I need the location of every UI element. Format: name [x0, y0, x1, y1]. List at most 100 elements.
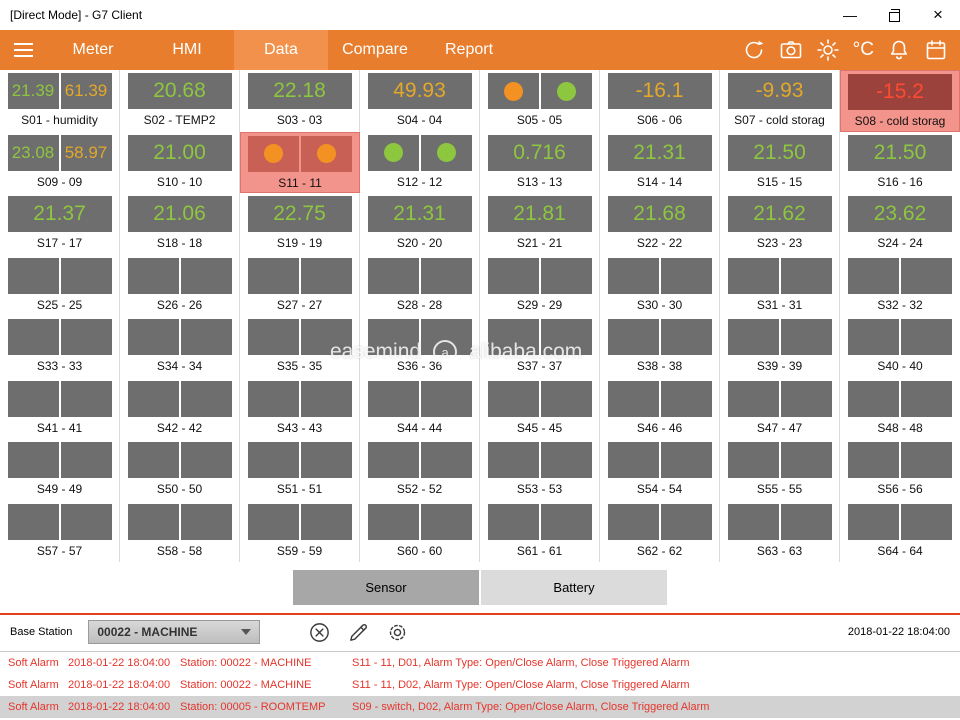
sensor-tile-s53[interactable]: S53 - 53: [480, 439, 600, 501]
sensor-view-button[interactable]: Sensor: [293, 570, 479, 605]
sensor-label: S54 - 54: [636, 482, 683, 496]
sensor-tile-s09[interactable]: 23.08 58.97 S09 - 09: [0, 131, 120, 193]
sensor-tile-s08[interactable]: -15.2 S08 - cold storag: [840, 70, 960, 132]
sensor-tile-s29[interactable]: S29 - 29: [480, 254, 600, 316]
sensor-tile-s35[interactable]: S35 - 35: [240, 316, 360, 378]
sensor-label: S10 - 10: [156, 174, 203, 189]
sensor-tile-s02[interactable]: 20.68 S02 - TEMP2: [120, 70, 240, 132]
tab-compare[interactable]: Compare: [342, 41, 408, 58]
sensor-label: S47 - 47: [756, 420, 803, 435]
sensor-tile-s05[interactable]: S05 - 05: [480, 70, 600, 132]
tab-report[interactable]: Report: [444, 41, 494, 58]
sensor-tile-s03[interactable]: 22.18 S03 - 03: [240, 70, 360, 132]
sensor-tile-s34[interactable]: S34 - 34: [120, 316, 240, 378]
sensor-tile-s64[interactable]: S64 - 64: [840, 501, 960, 563]
sensor-tile-s50[interactable]: S50 - 50: [120, 439, 240, 501]
alarm-row[interactable]: Soft Alarm 2018-01-22 18:04:00 Station: 00…: [0, 652, 960, 674]
sensor-tile-s22[interactable]: 21.68 S22 - 22: [600, 193, 720, 255]
sensor-tile-s36[interactable]: S36 - 36: [360, 316, 480, 378]
restore-button[interactable]: [872, 0, 916, 30]
brightness-icon[interactable]: [816, 38, 840, 62]
clear-alarm-icon[interactable]: [308, 621, 331, 644]
sensor-tile-s48[interactable]: S48 - 48: [840, 378, 960, 440]
sensor-tile-s49[interactable]: S49 - 49: [0, 439, 120, 501]
sensor-tile-s26[interactable]: S26 - 26: [120, 254, 240, 316]
sensor-tile-s17[interactable]: 21.37 S17 - 17: [0, 193, 120, 255]
tab-hmi[interactable]: HMI: [172, 41, 202, 58]
base-station-dropdown[interactable]: 00022 - MACHINE: [88, 620, 261, 644]
sensor-tile-s62[interactable]: S62 - 62: [600, 500, 720, 562]
sensor-tile-s60[interactable]: S60 - 60: [360, 500, 480, 562]
sensor-tile-s25[interactable]: S25 - 25: [0, 254, 120, 316]
settings-gear-icon[interactable]: [386, 621, 409, 644]
alarm-row[interactable]: Soft Alarm 2018-01-22 18:04:00 Station: 00…: [0, 696, 960, 718]
sensor-tile-s43[interactable]: S43 - 43: [240, 377, 360, 439]
sensor-tile-s54[interactable]: S54 - 54: [600, 439, 720, 501]
sensor-tile-s40[interactable]: S40 - 40: [840, 316, 960, 378]
tab-meter[interactable]: Meter: [72, 41, 114, 58]
sensor-tile-s55[interactable]: S55 - 55: [720, 439, 840, 501]
temperature-unit-button[interactable]: °C: [852, 39, 874, 60]
sensor-tile-s21[interactable]: 21.81 S21 - 21: [480, 193, 600, 255]
tab-data[interactable]: Data: [234, 30, 328, 70]
sync-icon[interactable]: [742, 38, 766, 62]
sensor-tile-s63[interactable]: S63 - 63: [720, 500, 840, 562]
sensor-tile-s47[interactable]: S47 - 47: [720, 377, 840, 439]
sensor-tile-s51[interactable]: S51 - 51: [240, 439, 360, 501]
sensor-tile-s42[interactable]: S42 - 42: [120, 377, 240, 439]
sensor-value-box: -9.93: [727, 73, 832, 109]
minimize-button[interactable]: —: [843, 7, 857, 23]
sensor-tile-s31[interactable]: S31 - 31: [720, 254, 840, 316]
sensor-label: S59 - 59: [276, 543, 323, 558]
sensor-tile-s16[interactable]: 21.50 S16 - 16: [840, 132, 960, 194]
sensor-value-box: [848, 442, 952, 478]
sensor-tile-s11[interactable]: S11 - 11: [240, 131, 360, 193]
sensor-tile-s14[interactable]: 21.31 S14 - 14: [600, 131, 720, 193]
sensor-tile-s06[interactable]: -16.1 S06 - 06: [600, 70, 720, 132]
sensor-label: S31 - 31: [756, 297, 803, 312]
sensor-tile-s12[interactable]: S12 - 12: [360, 131, 480, 193]
sensor-tile-s45[interactable]: S45 - 45: [480, 377, 600, 439]
sensor-tile-s57[interactable]: S57 - 57: [0, 500, 120, 562]
sensor-tile-s23[interactable]: 21.62 S23 - 23: [720, 193, 840, 255]
sensor-tile-s15[interactable]: 21.50 S15 - 15: [720, 131, 840, 193]
sensor-tile-s61[interactable]: S61 - 61: [480, 500, 600, 562]
sensor-tile-s07[interactable]: -9.93 S07 - cold storag: [720, 70, 840, 132]
sensor-value-box: [247, 503, 352, 540]
sensor-tile-s44[interactable]: S44 - 44: [360, 377, 480, 439]
sensor-tile-s52[interactable]: S52 - 52: [360, 439, 480, 501]
sensor-tile-s24[interactable]: 23.62 S24 - 24: [840, 193, 960, 255]
menu-icon[interactable]: [0, 30, 46, 70]
sensor-tile-s32[interactable]: S32 - 32: [840, 255, 960, 317]
sensor-tile-s10[interactable]: 21.00 S10 - 10: [120, 131, 240, 193]
sensor-tile-s46[interactable]: S46 - 46: [600, 377, 720, 439]
sensor-tile-s18[interactable]: 21.06 S18 - 18: [120, 193, 240, 255]
camera-icon[interactable]: [779, 38, 803, 62]
sensor-tile-s59[interactable]: S59 - 59: [240, 500, 360, 562]
sensor-tile-s58[interactable]: S58 - 58: [120, 500, 240, 562]
alarm-bell-icon[interactable]: [887, 38, 911, 62]
close-button[interactable]: ×: [933, 5, 943, 24]
edit-icon[interactable]: [347, 621, 370, 644]
sensor-tile-s37[interactable]: S37 - 37: [480, 316, 600, 378]
sensor-tile-s01[interactable]: 21.39 61.39 S01 - humidity: [0, 70, 120, 132]
sensor-value: 21.31: [633, 140, 686, 164]
sensor-tile-s38[interactable]: S38 - 38: [600, 316, 720, 378]
sensor-tile-s56[interactable]: S56 - 56: [840, 439, 960, 501]
sensor-tile-s28[interactable]: S28 - 28: [360, 254, 480, 316]
sensor-tile-s27[interactable]: S27 - 27: [240, 254, 360, 316]
sensor-tile-s39[interactable]: S39 - 39: [720, 316, 840, 378]
sensor-label: S42 - 42: [156, 420, 203, 435]
sensor-tile-s20[interactable]: 21.31 S20 - 20: [360, 193, 480, 255]
sensor-tile-s30[interactable]: S30 - 30: [600, 254, 720, 316]
sensor-value: 21.62: [753, 202, 806, 225]
sensor-tile-s04[interactable]: 49.93 S04 - 04: [360, 70, 480, 132]
sensor-tile-s19[interactable]: 22.75 S19 - 19: [240, 193, 360, 255]
calendar-icon[interactable]: [924, 38, 948, 62]
battery-view-button[interactable]: Battery: [481, 570, 667, 605]
sensor-tile-s41[interactable]: S41 - 41: [0, 377, 120, 439]
sensor-value-box: [127, 319, 232, 355]
alarm-row[interactable]: Soft Alarm 2018-01-22 18:04:00 Station: 00…: [0, 674, 960, 696]
sensor-tile-s13[interactable]: 0.716 S13 - 13: [480, 131, 600, 193]
sensor-tile-s33[interactable]: S33 - 33: [0, 316, 120, 378]
